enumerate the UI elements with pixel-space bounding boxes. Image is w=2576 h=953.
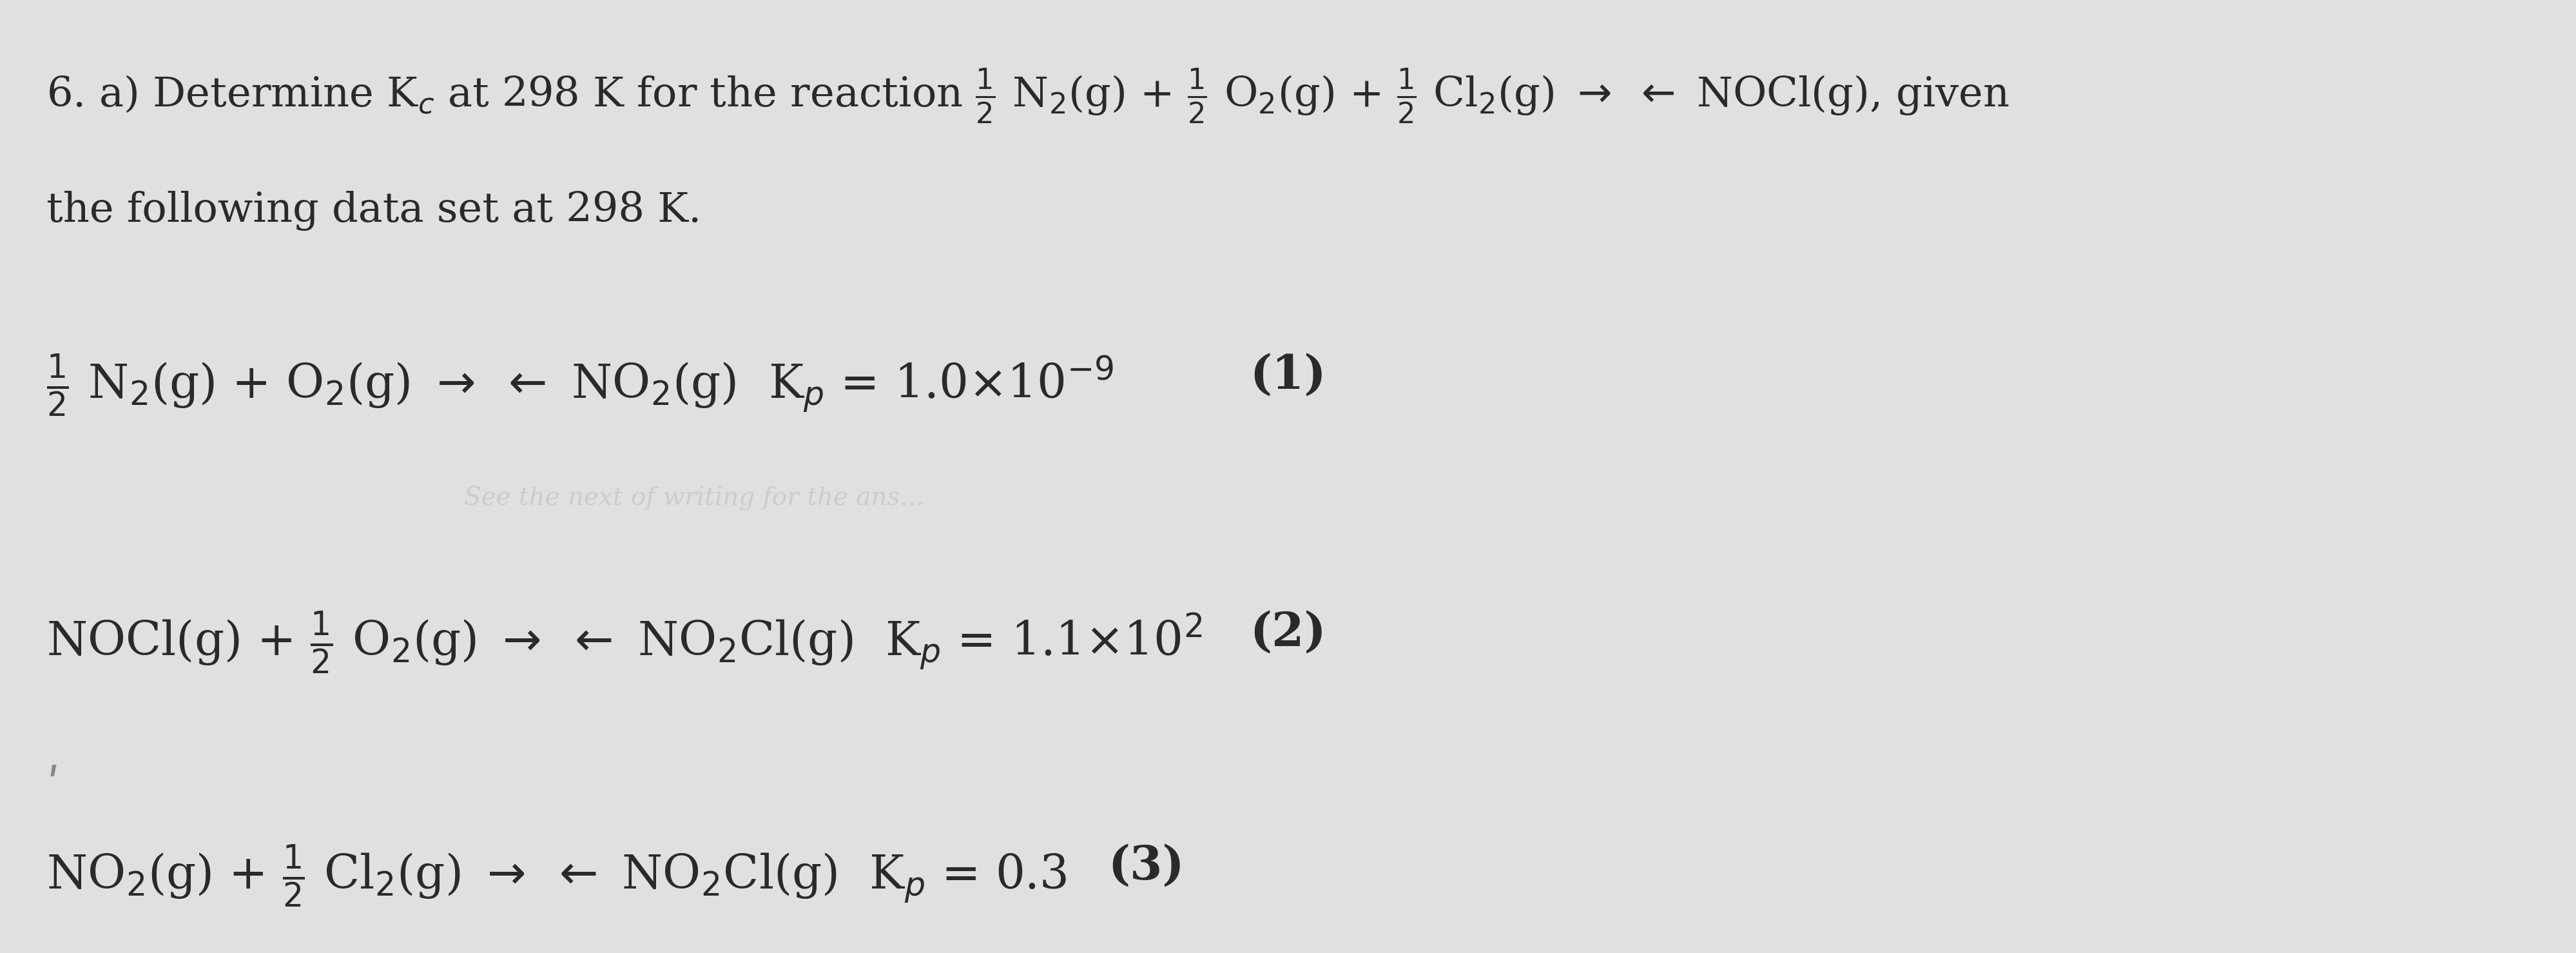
Text: ʹ: ʹ bbox=[46, 767, 59, 813]
Text: (1): (1) bbox=[1249, 353, 1327, 398]
Text: (2): (2) bbox=[1249, 610, 1327, 656]
Text: See the next of writing for the ans...: See the next of writing for the ans... bbox=[464, 486, 922, 511]
Text: NOCl(g) + $\frac{1}{2}$ O$_2$(g) $\rightarrow$ $\leftarrow$ NO$_2$Cl(g)  K$_p$ =: NOCl(g) + $\frac{1}{2}$ O$_2$(g) $\right… bbox=[46, 610, 1203, 677]
Text: 6. a) Determine K$_c$ at 298 K for the reaction $\frac{1}{2}$ N$_2$(g) + $\frac{: 6. a) Determine K$_c$ at 298 K for the r… bbox=[46, 67, 2009, 125]
Text: the following data set at 298 K.: the following data set at 298 K. bbox=[46, 191, 701, 231]
Text: (3): (3) bbox=[1108, 843, 1185, 889]
Text: $\frac{1}{2}$ N$_2$(g) + O$_2$(g) $\rightarrow$ $\leftarrow$ NO$_2$(g)  K$_p$ = : $\frac{1}{2}$ N$_2$(g) + O$_2$(g) $\righ… bbox=[46, 353, 1113, 419]
Text: NO$_2$(g) + $\frac{1}{2}$ Cl$_2$(g) $\rightarrow$ $\leftarrow$ NO$_2$Cl(g)  K$_p: NO$_2$(g) + $\frac{1}{2}$ Cl$_2$(g) $\ri… bbox=[46, 843, 1066, 910]
